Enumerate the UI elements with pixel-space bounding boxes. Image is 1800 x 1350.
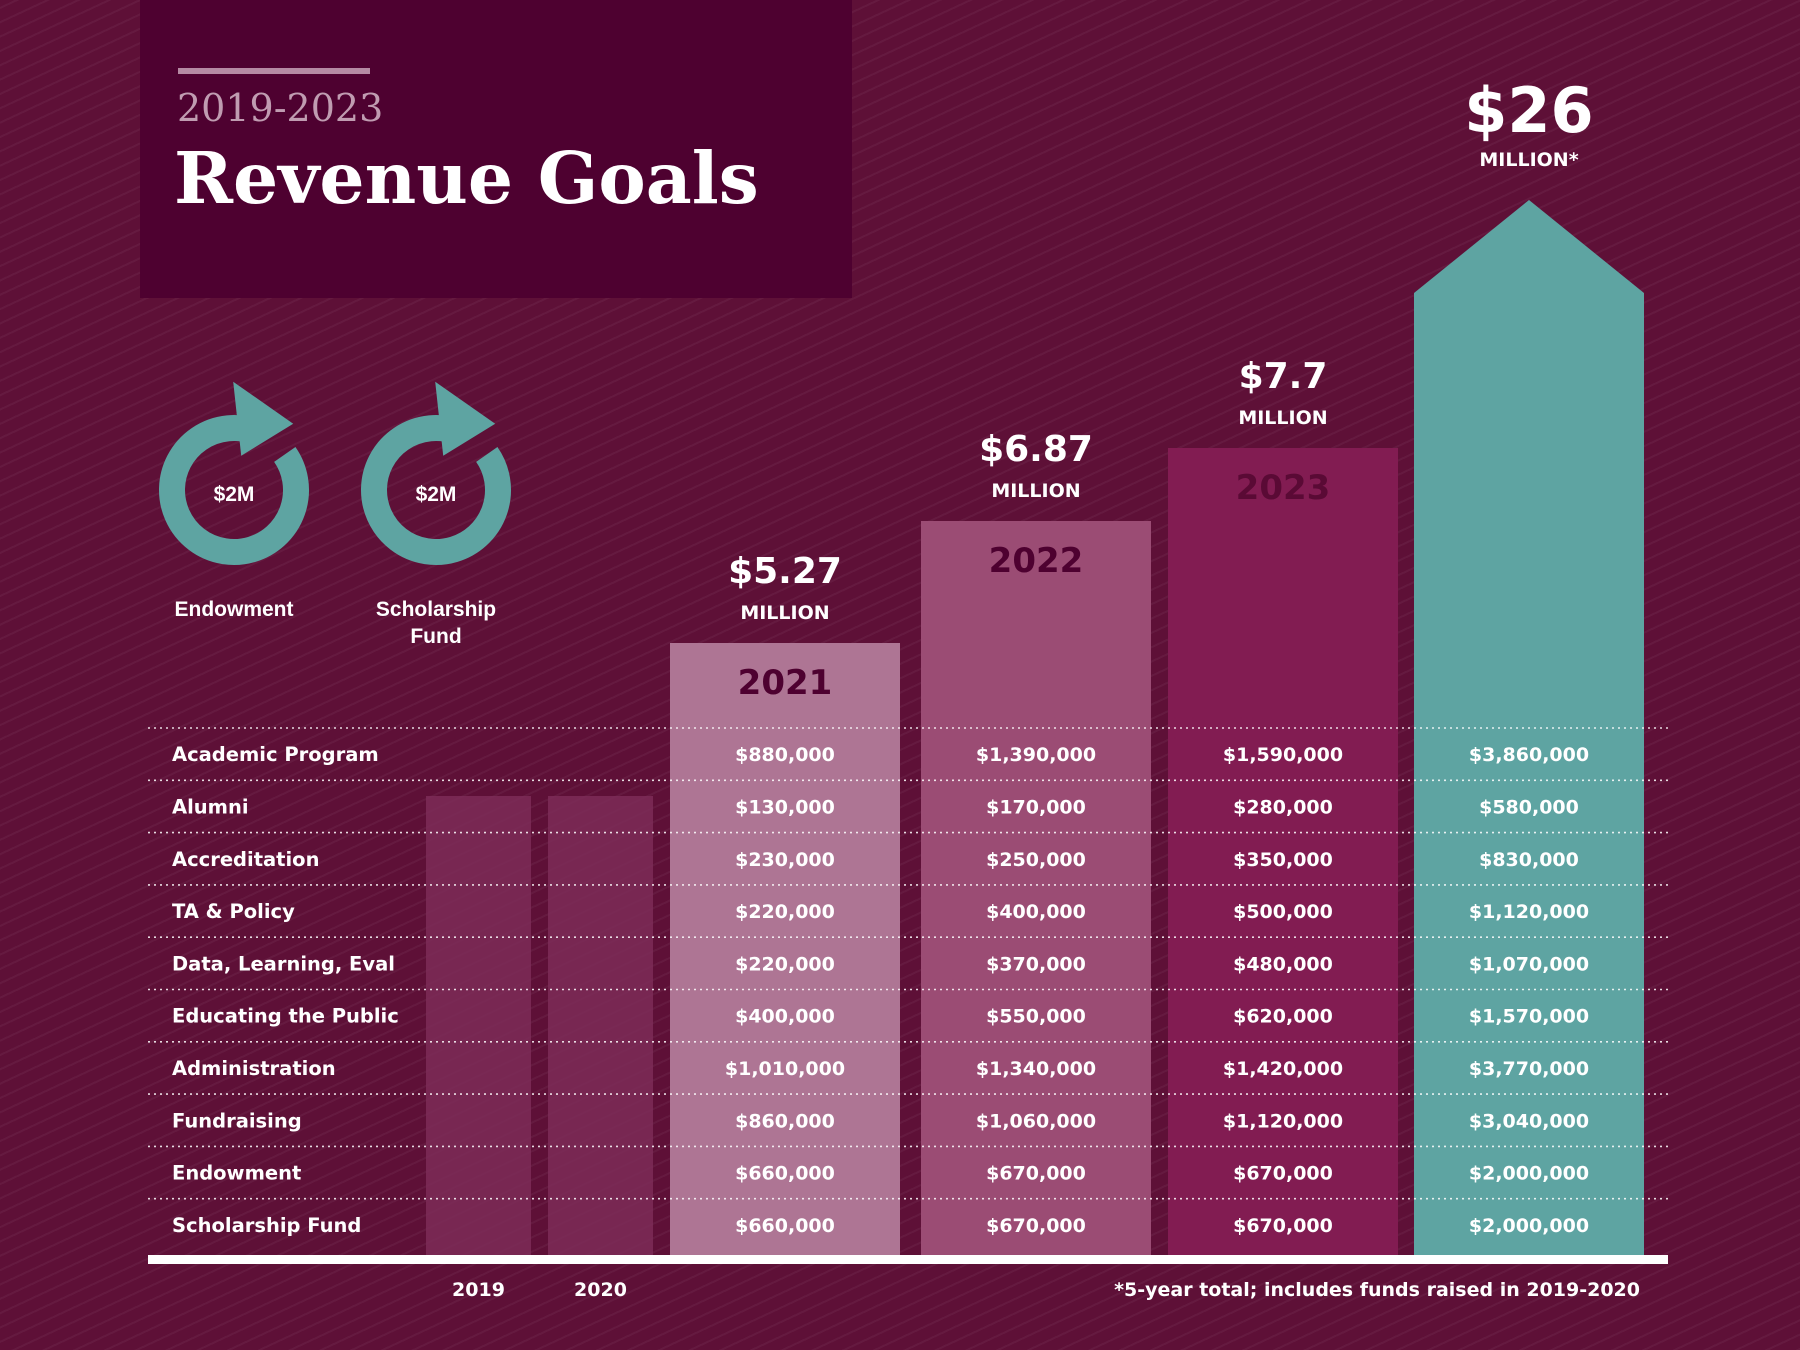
row-label: Educating the Public bbox=[172, 1005, 399, 1028]
row-label: Administration bbox=[172, 1057, 336, 1080]
table-cell: $670,000 bbox=[986, 1163, 1086, 1185]
table-cell: $130,000 bbox=[735, 796, 835, 818]
table-cell: $1,590,000 bbox=[1223, 744, 1343, 766]
bar-2022 bbox=[921, 521, 1151, 1255]
ring-value-label: $2M bbox=[214, 483, 255, 506]
table-cell: $670,000 bbox=[1233, 1163, 1333, 1185]
footnote: *5-year total; includes funds raised in … bbox=[1114, 1279, 1640, 1301]
table-cell: $3,040,000 bbox=[1469, 1110, 1589, 1132]
bar-year-label: 2023 bbox=[1236, 468, 1331, 508]
table-cell: $3,860,000 bbox=[1469, 744, 1589, 766]
row-label: Endowment bbox=[172, 1162, 301, 1185]
ring-value-label: $2M bbox=[416, 483, 457, 506]
ring-caption: Fund bbox=[410, 625, 461, 648]
table-cell: $2,000,000 bbox=[1469, 1163, 1589, 1185]
table-cell: $480,000 bbox=[1233, 953, 1333, 975]
row-label: Alumni bbox=[172, 795, 249, 818]
bar-2019 bbox=[426, 796, 531, 1255]
table-cell: $230,000 bbox=[735, 849, 835, 871]
table-cell: $1,390,000 bbox=[976, 744, 1096, 766]
table-cell: $220,000 bbox=[735, 901, 835, 923]
table-cell: $250,000 bbox=[986, 849, 1086, 871]
bar-2021 bbox=[670, 643, 900, 1255]
table-cell: $400,000 bbox=[986, 901, 1086, 923]
row-label: Scholarship Fund bbox=[172, 1214, 361, 1237]
table-cell: $2,000,000 bbox=[1469, 1215, 1589, 1237]
table-cell: $500,000 bbox=[1233, 901, 1333, 923]
total-unit-label: MILLION bbox=[740, 602, 829, 624]
table-cell: $1,570,000 bbox=[1469, 1006, 1589, 1028]
table-cell: $170,000 bbox=[986, 796, 1086, 818]
total-value-label: $7.7 bbox=[1239, 356, 1328, 397]
table-cell: $350,000 bbox=[1233, 849, 1333, 871]
total-value-label: $5.27 bbox=[728, 551, 842, 592]
title-panel: 2019-2023 Revenue Goals bbox=[140, 0, 852, 298]
table-cell: $670,000 bbox=[1233, 1215, 1333, 1237]
table-cell: $660,000 bbox=[735, 1215, 835, 1237]
table-cell: $220,000 bbox=[735, 953, 835, 975]
table-cell: $370,000 bbox=[986, 953, 1086, 975]
table-cell: $3,770,000 bbox=[1469, 1058, 1589, 1080]
circular-arrow-icon bbox=[361, 381, 511, 565]
total-unit-label: MILLION bbox=[991, 480, 1080, 502]
table-cell: $1,120,000 bbox=[1223, 1110, 1343, 1132]
page-subtitle: 2019-2023 bbox=[177, 86, 384, 130]
row-label: Academic Program bbox=[172, 743, 379, 766]
grand-total-value-label: $26 bbox=[1464, 74, 1593, 147]
total-unit-label: MILLION bbox=[1238, 407, 1327, 429]
bar-year-label: 2021 bbox=[738, 663, 833, 703]
table-cell: $660,000 bbox=[735, 1163, 835, 1185]
page-title: Revenue Goals bbox=[174, 136, 759, 220]
bar-2020 bbox=[548, 796, 653, 1255]
table-cell: $550,000 bbox=[986, 1006, 1086, 1028]
row-label: Data, Learning, Eval bbox=[172, 952, 395, 975]
grand-total-unit-label: MILLION* bbox=[1479, 149, 1578, 171]
table-cell: $620,000 bbox=[1233, 1006, 1333, 1028]
axis-year-label: 2019 bbox=[452, 1279, 505, 1301]
table-cell: $400,000 bbox=[735, 1006, 835, 1028]
table-cell: $670,000 bbox=[986, 1215, 1086, 1237]
table-cell: $280,000 bbox=[1233, 796, 1333, 818]
table-cell: $860,000 bbox=[735, 1110, 835, 1132]
circular-arrow-icon bbox=[159, 381, 309, 565]
table-cell: $880,000 bbox=[735, 744, 835, 766]
row-label: Accreditation bbox=[172, 848, 319, 871]
bar-year-label: 2022 bbox=[989, 541, 1084, 581]
table-cell: $1,120,000 bbox=[1469, 901, 1589, 923]
table-cell: $1,340,000 bbox=[976, 1058, 1096, 1080]
row-label: TA & Policy bbox=[172, 900, 295, 923]
axis-year-label: 2020 bbox=[574, 1279, 627, 1301]
row-label: Fundraising bbox=[172, 1109, 302, 1132]
table-cell: $1,010,000 bbox=[725, 1058, 845, 1080]
ring-caption: Endowment bbox=[175, 598, 294, 621]
table-cell: $1,420,000 bbox=[1223, 1058, 1343, 1080]
table-cell: $830,000 bbox=[1479, 849, 1579, 871]
chart-baseline bbox=[148, 1255, 1668, 1264]
table-cell: $1,070,000 bbox=[1469, 953, 1589, 975]
table-cell: $1,060,000 bbox=[976, 1110, 1096, 1132]
bar-2023 bbox=[1168, 448, 1398, 1255]
ring-caption: Scholarship bbox=[376, 598, 496, 621]
table-cell: $580,000 bbox=[1479, 796, 1579, 818]
total-value-label: $6.87 bbox=[979, 429, 1093, 470]
title-rule bbox=[178, 68, 370, 74]
